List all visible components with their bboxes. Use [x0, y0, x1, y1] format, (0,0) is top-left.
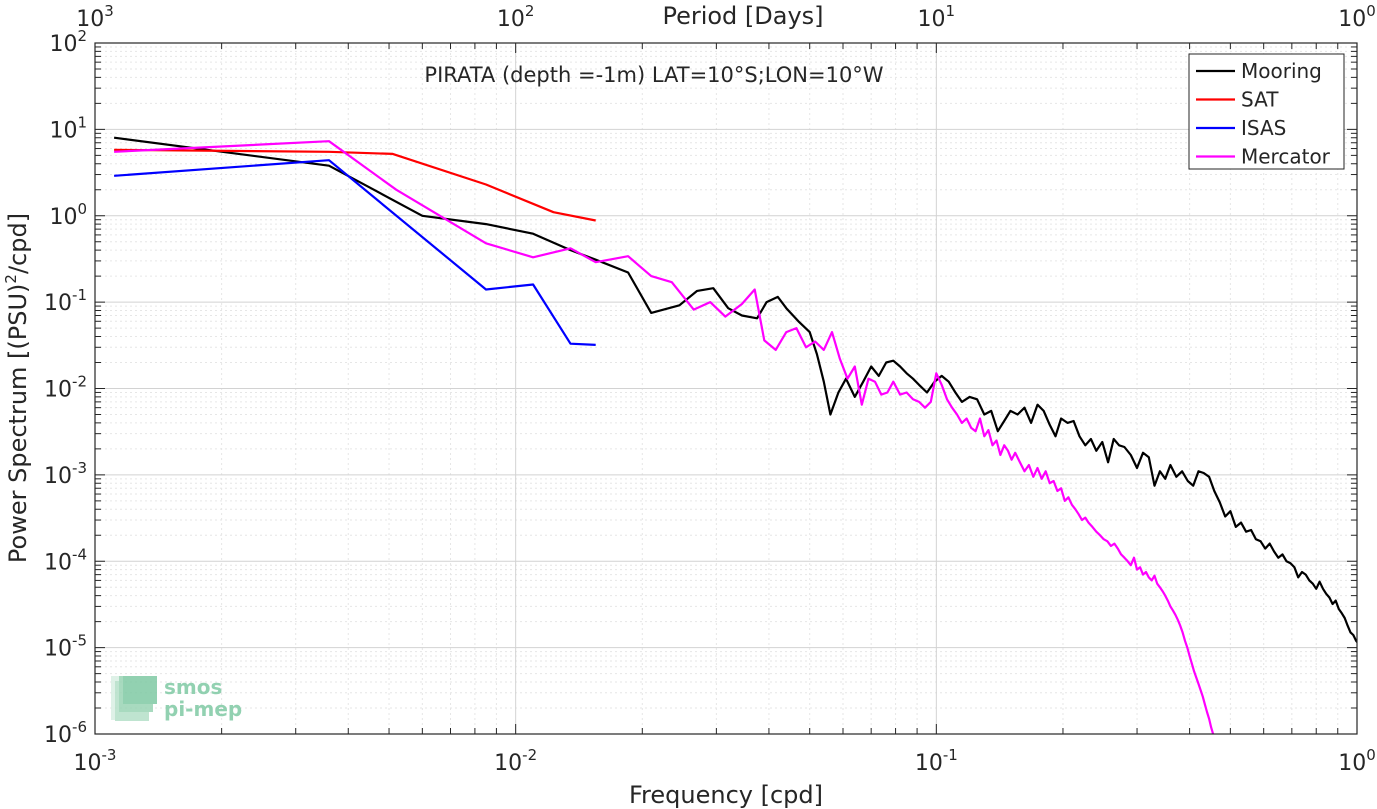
- legend-label-mooring: Mooring: [1241, 59, 1322, 83]
- series-layer: [113, 136, 1357, 734]
- major-grid: [94, 42, 1358, 735]
- chart-title: PIRATA (depth =-1m) LAT=10°S;LON=10°W: [424, 63, 883, 87]
- y-axis-label-tail: /cpd]: [4, 213, 32, 274]
- y-tick-label: 10-2: [44, 373, 87, 403]
- legend-label-mercator: Mercator: [1241, 145, 1331, 169]
- x2-tick-label: 102: [497, 2, 535, 32]
- x2-axis-label: Period [Days]: [662, 2, 823, 30]
- logo-line-1: smos: [164, 675, 222, 699]
- y-tick-label: 102: [49, 27, 87, 57]
- y-tick-label: 10-3: [44, 459, 87, 489]
- series-line-mercator: [114, 140, 1215, 734]
- tick-marks: [94, 42, 1358, 735]
- y-axis-label: Power Spectrum [(PSU)2/cpd]: [2, 213, 32, 563]
- y-axis-label-main: Power Spectrum [(PSU): [4, 284, 32, 563]
- x2-tick-label: 103: [76, 2, 114, 32]
- x-tick-label: 10-3: [74, 746, 117, 776]
- x-tick-label: 10-2: [494, 746, 537, 776]
- y-tick-label: 10-4: [44, 545, 87, 575]
- series-line-isas: [114, 159, 596, 346]
- x2-tick-label: 101: [918, 2, 956, 32]
- legend-box: [1188, 53, 1345, 170]
- logo-line-2: pi-mep: [164, 697, 242, 721]
- y-tick-label: 10-6: [44, 718, 87, 748]
- smos-pi-mep-logo: smos pi-mep: [111, 675, 242, 721]
- legend-label-sat: SAT: [1241, 88, 1279, 112]
- y-tick-label: 10-1: [44, 286, 87, 316]
- y-axis-label-sup: 2: [2, 274, 20, 284]
- y-tick-label: 100: [49, 200, 87, 230]
- legend: Mooring SAT ISAS Mercator: [1188, 53, 1345, 170]
- series-line-sat: [114, 148, 596, 222]
- x-tick-label: 100: [1338, 746, 1376, 776]
- x-axis-label: Frequency [cpd]: [629, 781, 823, 809]
- y-tick-label: 101: [49, 113, 87, 143]
- x2-tick-label: 100: [1338, 2, 1376, 32]
- legend-label-isas: ISAS: [1241, 116, 1286, 140]
- series-line-mooring: [113, 136, 1357, 644]
- y-tick-label: 10-5: [44, 632, 87, 662]
- x-tick-label: 10-1: [915, 746, 958, 776]
- logo-layer-1: [123, 676, 157, 704]
